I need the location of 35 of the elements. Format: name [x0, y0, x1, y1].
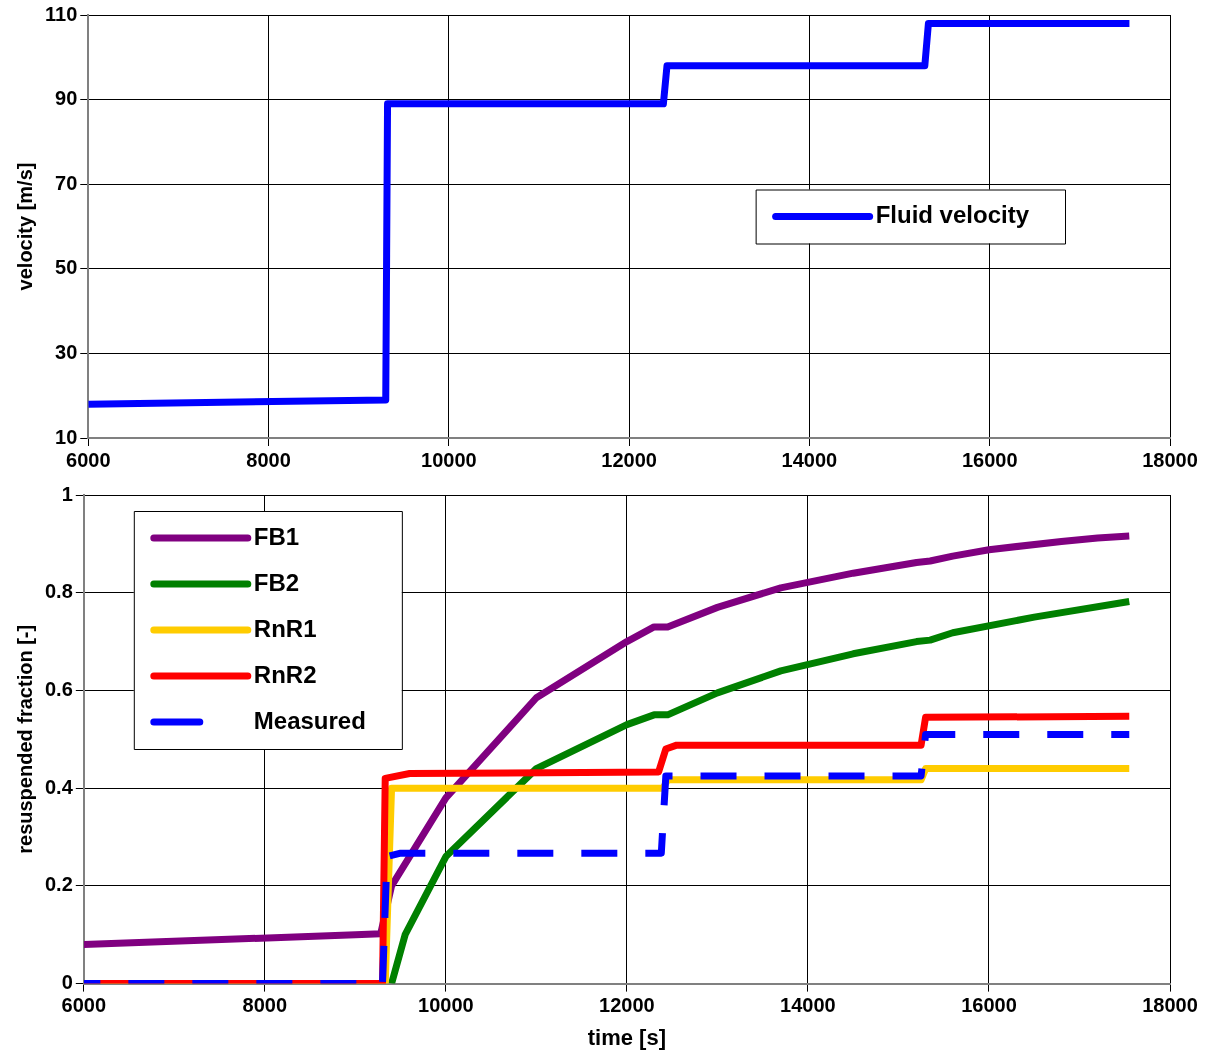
x-tick-label: 18000 [1142, 448, 1198, 471]
x-tick-label: 14000 [781, 448, 838, 471]
y-tick-label: 110 [45, 2, 78, 25]
y-tick-label: 0.4 [44, 775, 74, 798]
x-tick-label: 16000 [961, 994, 1017, 1017]
y-axis-title: velocity [m/s] [13, 162, 36, 291]
x-axis-title: time [s] [587, 1024, 667, 1050]
legend-label: RnR2 [253, 660, 317, 688]
x-tick-label: 8000 [246, 448, 291, 471]
legend-label: FB1 [253, 522, 300, 550]
x-tick-label: 6000 [66, 448, 111, 471]
x-tick-label: 8000 [242, 994, 288, 1017]
x-tick-label: 14000 [780, 994, 836, 1017]
x-tick-label: 12000 [599, 994, 655, 1017]
y-tick-label: 1 [61, 482, 73, 505]
legend-label: RnR1 [253, 614, 317, 642]
x-tick-label: 6000 [61, 994, 107, 1017]
y-axis-title: resuspended fraction [-] [13, 624, 36, 854]
y-tick-label: 70 [55, 171, 78, 194]
y-tick-label: 0.6 [44, 677, 73, 700]
y-tick-label: 50 [55, 256, 78, 279]
legend-label: Measured [253, 706, 366, 734]
x-tick-label: 10000 [418, 994, 474, 1017]
y-tick-label: 10 [55, 425, 78, 448]
legend-label: FB2 [253, 568, 300, 596]
x-tick-label: 18000 [1142, 994, 1198, 1017]
y-tick-label: 30 [55, 340, 78, 363]
x-tick-label: 16000 [961, 448, 1018, 471]
y-tick-label: 90 [55, 87, 78, 110]
x-tick-label: 12000 [601, 448, 657, 471]
y-tick-label: 0 [61, 971, 73, 994]
x-tick-label: 10000 [421, 448, 477, 471]
y-tick-label: 0.2 [44, 873, 73, 896]
legend-label: Fluid velocity [875, 201, 1030, 229]
y-tick-label: 0.8 [44, 580, 73, 603]
